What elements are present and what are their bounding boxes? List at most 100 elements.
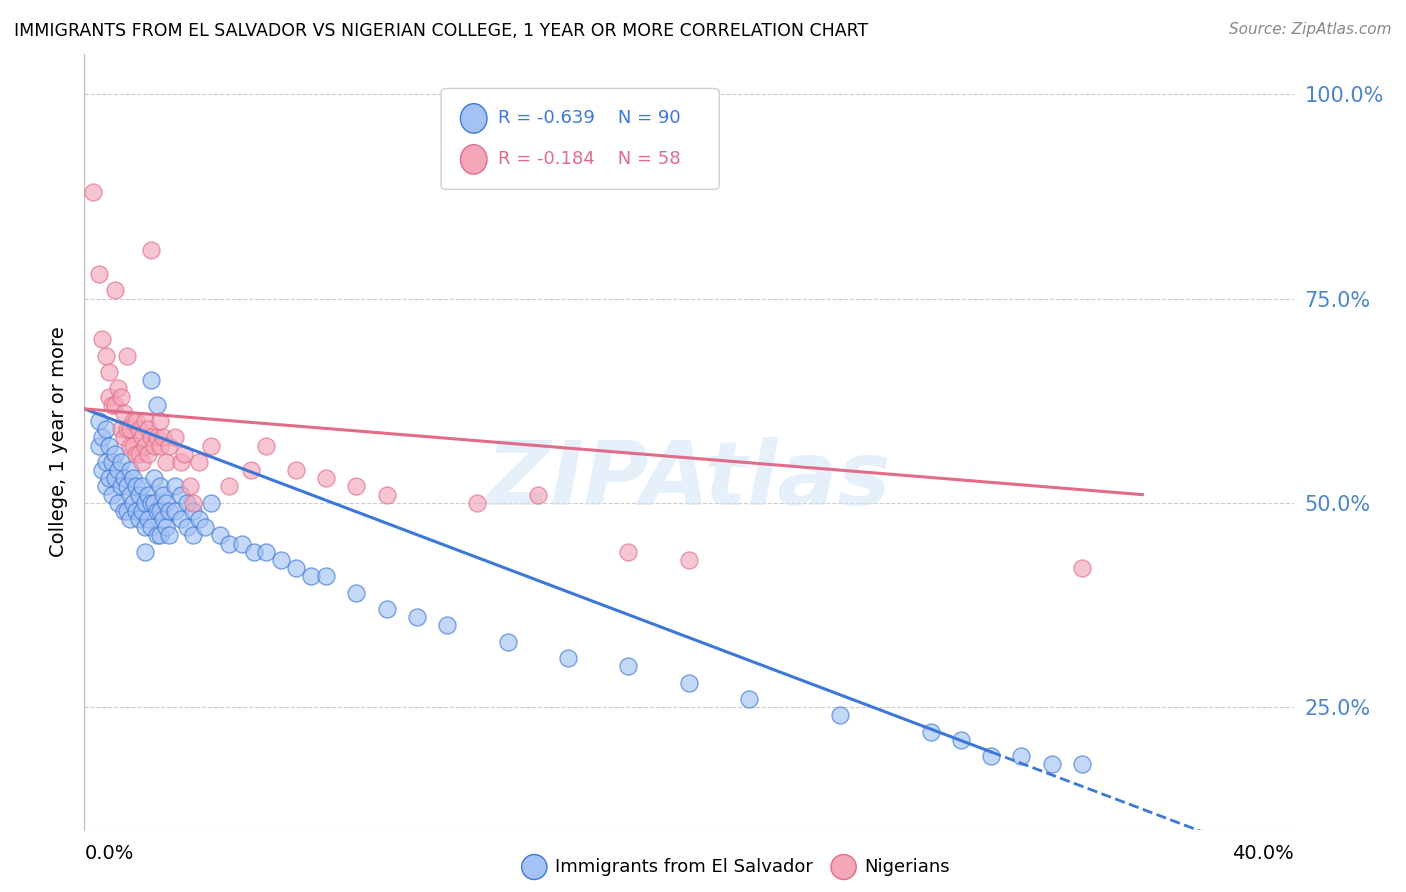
Point [173,447,195,461]
Point [678,553,700,567]
Point [134,545,156,559]
Point [97,471,120,485]
Point [94,479,117,493]
Text: Source: ZipAtlas.com: Source: ZipAtlas.com [1229,22,1392,37]
Point [97,390,120,404]
Point [115,422,138,436]
Text: 40.0%: 40.0% [1232,844,1294,863]
Text: Immigrants from El Salvador: Immigrants from El Salvador [555,858,813,876]
Point [118,512,141,526]
Point [125,414,148,428]
Point [155,455,177,469]
Point [131,504,153,518]
Point [165,430,187,444]
Point [194,520,217,534]
Point [94,455,117,469]
Point [136,488,159,502]
Point [134,439,156,453]
Point [315,569,337,583]
Point [107,496,129,510]
Point [118,422,141,436]
FancyBboxPatch shape [441,88,720,189]
Point [181,496,204,510]
Point [139,520,162,534]
Point [557,651,579,665]
Point [128,488,150,502]
Point [100,398,122,412]
Point [134,496,156,510]
Point [152,512,174,526]
Point [82,186,104,200]
Point [125,504,148,518]
Point [149,439,172,453]
Point [94,349,117,363]
Ellipse shape [460,145,486,174]
Point [176,520,198,534]
Point [285,463,308,477]
Point [89,414,111,428]
Point [142,471,165,485]
Point [134,414,156,428]
Point [139,373,162,387]
Point [115,349,138,363]
Point [218,536,240,550]
Point [142,496,165,510]
Point [170,512,193,526]
Point [242,545,264,559]
Point [100,455,122,469]
Point [115,479,138,493]
Text: R = -0.639    N = 90: R = -0.639 N = 90 [498,110,681,128]
Point [118,463,141,477]
Point [110,390,132,404]
Point [104,398,127,412]
Point [139,430,162,444]
Point [157,439,180,453]
Point [107,463,129,477]
Point [170,488,193,502]
Text: R = -0.184    N = 58: R = -0.184 N = 58 [498,151,681,169]
Point [254,439,277,453]
Point [527,488,550,502]
Point [131,479,153,493]
Point [152,488,174,502]
Point [112,504,135,518]
Point [104,284,127,298]
Point [299,569,322,583]
Point [188,455,211,469]
Point [149,528,172,542]
Point [980,749,1002,764]
Point [1071,757,1094,772]
Point [128,422,150,436]
Point [94,422,117,436]
Point [231,536,253,550]
Point [254,545,277,559]
Point [188,512,211,526]
Point [136,422,159,436]
Point [125,479,148,493]
Point [1040,757,1063,772]
Point [218,479,240,493]
Point [134,520,156,534]
Point [121,414,143,428]
Point [209,528,232,542]
Point [406,610,429,624]
Point [181,504,204,518]
Ellipse shape [460,103,486,133]
Point [170,455,193,469]
Point [678,675,700,690]
Point [165,504,187,518]
Y-axis label: College, 1 year or more: College, 1 year or more [49,326,67,557]
Point [146,504,169,518]
Point [110,479,132,493]
Point [139,496,162,510]
Point [270,553,292,567]
Point [118,488,141,502]
Point [375,602,398,616]
Point [176,496,198,510]
Point [315,471,337,485]
Point [146,528,169,542]
Point [617,545,640,559]
Point [155,496,177,510]
Point [97,365,120,379]
Point [830,708,852,723]
